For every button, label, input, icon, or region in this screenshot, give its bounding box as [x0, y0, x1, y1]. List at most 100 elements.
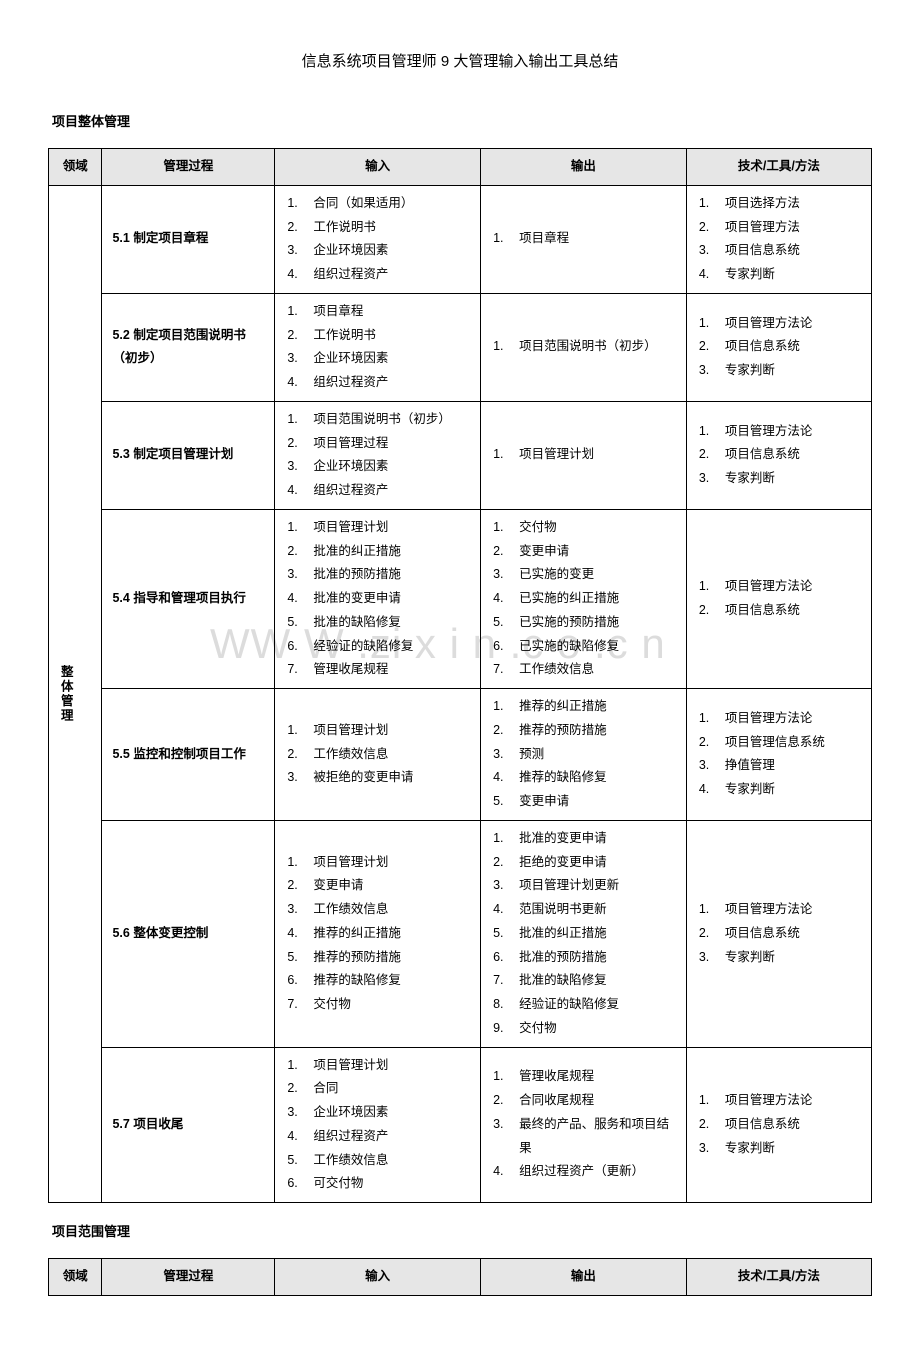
output-cell: 1.交付物2.变更申请3.已实施的变更4.已实施的纠正措施5.已实施的预防措施6… [481, 509, 687, 688]
list-item: 3.预测 [493, 743, 680, 767]
list-item: 2.合同收尾规程 [493, 1089, 680, 1113]
list-text: 推荐的纠正措施 [313, 922, 401, 946]
list-item: 1.项目管理方法论 [699, 312, 865, 336]
list-item: 2.变更申请 [493, 540, 680, 564]
list-item: 4.范围说明书更新 [493, 898, 680, 922]
list-number: 1. [287, 516, 313, 540]
tools-cell: 1.项目管理方法论2.项目信息系统 [686, 509, 871, 688]
list-text: 专家判断 [725, 778, 775, 802]
input-list: 1.项目管理计划2.批准的纠正措施3.批准的预防措施4.批准的变更申请5.批准的… [279, 516, 476, 682]
list-item: 1.项目章程 [493, 227, 680, 251]
list-text: 工作说明书 [313, 324, 376, 348]
input-cell: 1.项目管理计划2.变更申请3.工作绩效信息4.推荐的纠正措施5.推荐的预防措施… [275, 820, 481, 1047]
list-item: 1.管理收尾规程 [493, 1065, 680, 1089]
list-number: 1. [493, 516, 519, 540]
list-item: 6.经验证的缺陷修复 [287, 635, 474, 659]
list-number: 1. [699, 575, 725, 599]
list-item: 2.工作说明书 [287, 216, 474, 240]
list-item: 4.组织过程资产（更新） [493, 1160, 680, 1184]
table-row: 5.2 制定项目范围说明书（初步）1.项目章程2.工作说明书3.企业环境因素4.… [49, 293, 872, 401]
list-item: 2.项目信息系统 [699, 335, 865, 359]
col-header-tools: 技术/工具/方法 [686, 149, 871, 186]
list-text: 项目管理计划 [313, 516, 388, 540]
tools-cell: 1.项目管理方法论2.项目信息系统3.专家判断 [686, 1047, 871, 1203]
list-number: 1. [287, 719, 313, 743]
list-text: 挣值管理 [725, 754, 775, 778]
list-text: 企业环境因素 [313, 239, 388, 263]
list-text: 组织过程资产 [313, 263, 388, 287]
list-text: 项目管理方法论 [725, 312, 813, 336]
list-text: 批准的变更申请 [519, 827, 607, 851]
list-number: 3. [493, 743, 519, 767]
list-item: 4.批准的变更申请 [287, 587, 474, 611]
list-number: 2. [699, 922, 725, 946]
document-title: 信息系统项目管理师 9 大管理输入输出工具总结 [48, 50, 872, 71]
list-text: 推荐的预防措施 [519, 719, 607, 743]
list-number: 3. [287, 563, 313, 587]
domain-label: 整体管理 [53, 665, 77, 723]
list-number: 4. [287, 263, 313, 287]
list-number: 6. [287, 1172, 313, 1196]
list-number: 3. [287, 1101, 313, 1125]
list-number: 3. [287, 766, 313, 790]
list-text: 变更申请 [519, 790, 569, 814]
list-item: 3.企业环境因素 [287, 1101, 474, 1125]
table-row: 5.7 项目收尾1.项目管理计划2.合同3.企业环境因素4.组织过程资产5.工作… [49, 1047, 872, 1203]
list-text: 项目管理过程 [313, 432, 388, 456]
list-text: 交付物 [519, 516, 557, 540]
list-item: 3.企业环境因素 [287, 455, 474, 479]
list-item: 4.专家判断 [699, 263, 865, 287]
process-cell: 5.1 制定项目章程 [102, 185, 275, 293]
col-header-process: 管理过程 [102, 149, 275, 186]
list-text: 项目范围说明书（初步） [313, 408, 451, 432]
list-item: 1.项目范围说明书（初步） [287, 408, 474, 432]
list-item: 7.管理收尾规程 [287, 658, 474, 682]
table-row: 5.4 指导和管理项目执行1.项目管理计划2.批准的纠正措施3.批准的预防措施4… [49, 509, 872, 688]
list-number: 2. [699, 599, 725, 623]
list-text: 项目信息系统 [725, 1113, 800, 1137]
list-number: 3. [287, 898, 313, 922]
list-item: 1.项目选择方法 [699, 192, 865, 216]
list-number: 6. [287, 969, 313, 993]
table-row: 整体管理5.1 制定项目章程1.合同（如果适用）2.工作说明书3.企业环境因素4… [49, 185, 872, 293]
list-text: 项目管理方法论 [725, 898, 813, 922]
list-item: 1.项目管理方法论 [699, 1089, 865, 1113]
list-number: 2. [287, 324, 313, 348]
list-item: 3.项目管理计划更新 [493, 874, 680, 898]
list-text: 交付物 [519, 1017, 557, 1041]
input-cell: 1.项目管理计划2.批准的纠正措施3.批准的预防措施4.批准的变更申请5.批准的… [275, 509, 481, 688]
output-cell: 1.项目范围说明书（初步） [481, 293, 687, 401]
list-number: 4. [493, 766, 519, 790]
list-item: 6.已实施的缺陷修复 [493, 635, 680, 659]
domain-cell: 整体管理 [49, 185, 102, 1202]
table-header-row: 领域 管理过程 输入 输出 技术/工具/方法 [49, 149, 872, 186]
list-text: 组织过程资产（更新） [519, 1160, 644, 1184]
input-cell: 1.项目管理计划2.工作绩效信息3.被拒绝的变更申请 [275, 689, 481, 821]
list-number: 2. [287, 540, 313, 564]
list-number: 4. [287, 587, 313, 611]
list-text: 合同（如果适用） [313, 192, 413, 216]
input-list: 1.项目管理计划2.合同3.企业环境因素4.组织过程资产5.工作绩效信息6.可交… [279, 1054, 476, 1197]
list-number: 1. [493, 827, 519, 851]
list-number: 5. [287, 611, 313, 635]
input-list: 1.项目管理计划2.变更申请3.工作绩效信息4.推荐的纠正措施5.推荐的预防措施… [279, 851, 476, 1017]
input-list: 1.项目范围说明书（初步）2.项目管理过程3.企业环境因素4.组织过程资产 [279, 408, 476, 503]
list-text: 批准的纠正措施 [313, 540, 401, 564]
table-scope-management-header: 领域 管理过程 输入 输出 技术/工具/方法 [48, 1258, 872, 1296]
list-text: 预测 [519, 743, 544, 767]
list-item: 1.项目范围说明书（初步） [493, 335, 680, 359]
output-list: 1.管理收尾规程2.合同收尾规程3.最终的产品、服务和项目结果4.组织过程资产（… [485, 1065, 682, 1184]
process-cell: 5.7 项目收尾 [102, 1047, 275, 1203]
list-text: 推荐的纠正措施 [519, 695, 607, 719]
list-text: 工作绩效信息 [313, 898, 388, 922]
list-text: 专家判断 [725, 1137, 775, 1161]
tools-list: 1.项目管理方法论2.项目信息系统3.专家判断 [691, 898, 867, 969]
list-number: 5. [493, 790, 519, 814]
list-text: 交付物 [313, 993, 351, 1017]
list-number: 3. [699, 359, 725, 383]
list-number: 2. [287, 1077, 313, 1101]
output-list: 1.项目章程 [485, 227, 682, 251]
list-number: 2. [287, 216, 313, 240]
list-number: 4. [287, 479, 313, 503]
list-number: 6. [493, 946, 519, 970]
